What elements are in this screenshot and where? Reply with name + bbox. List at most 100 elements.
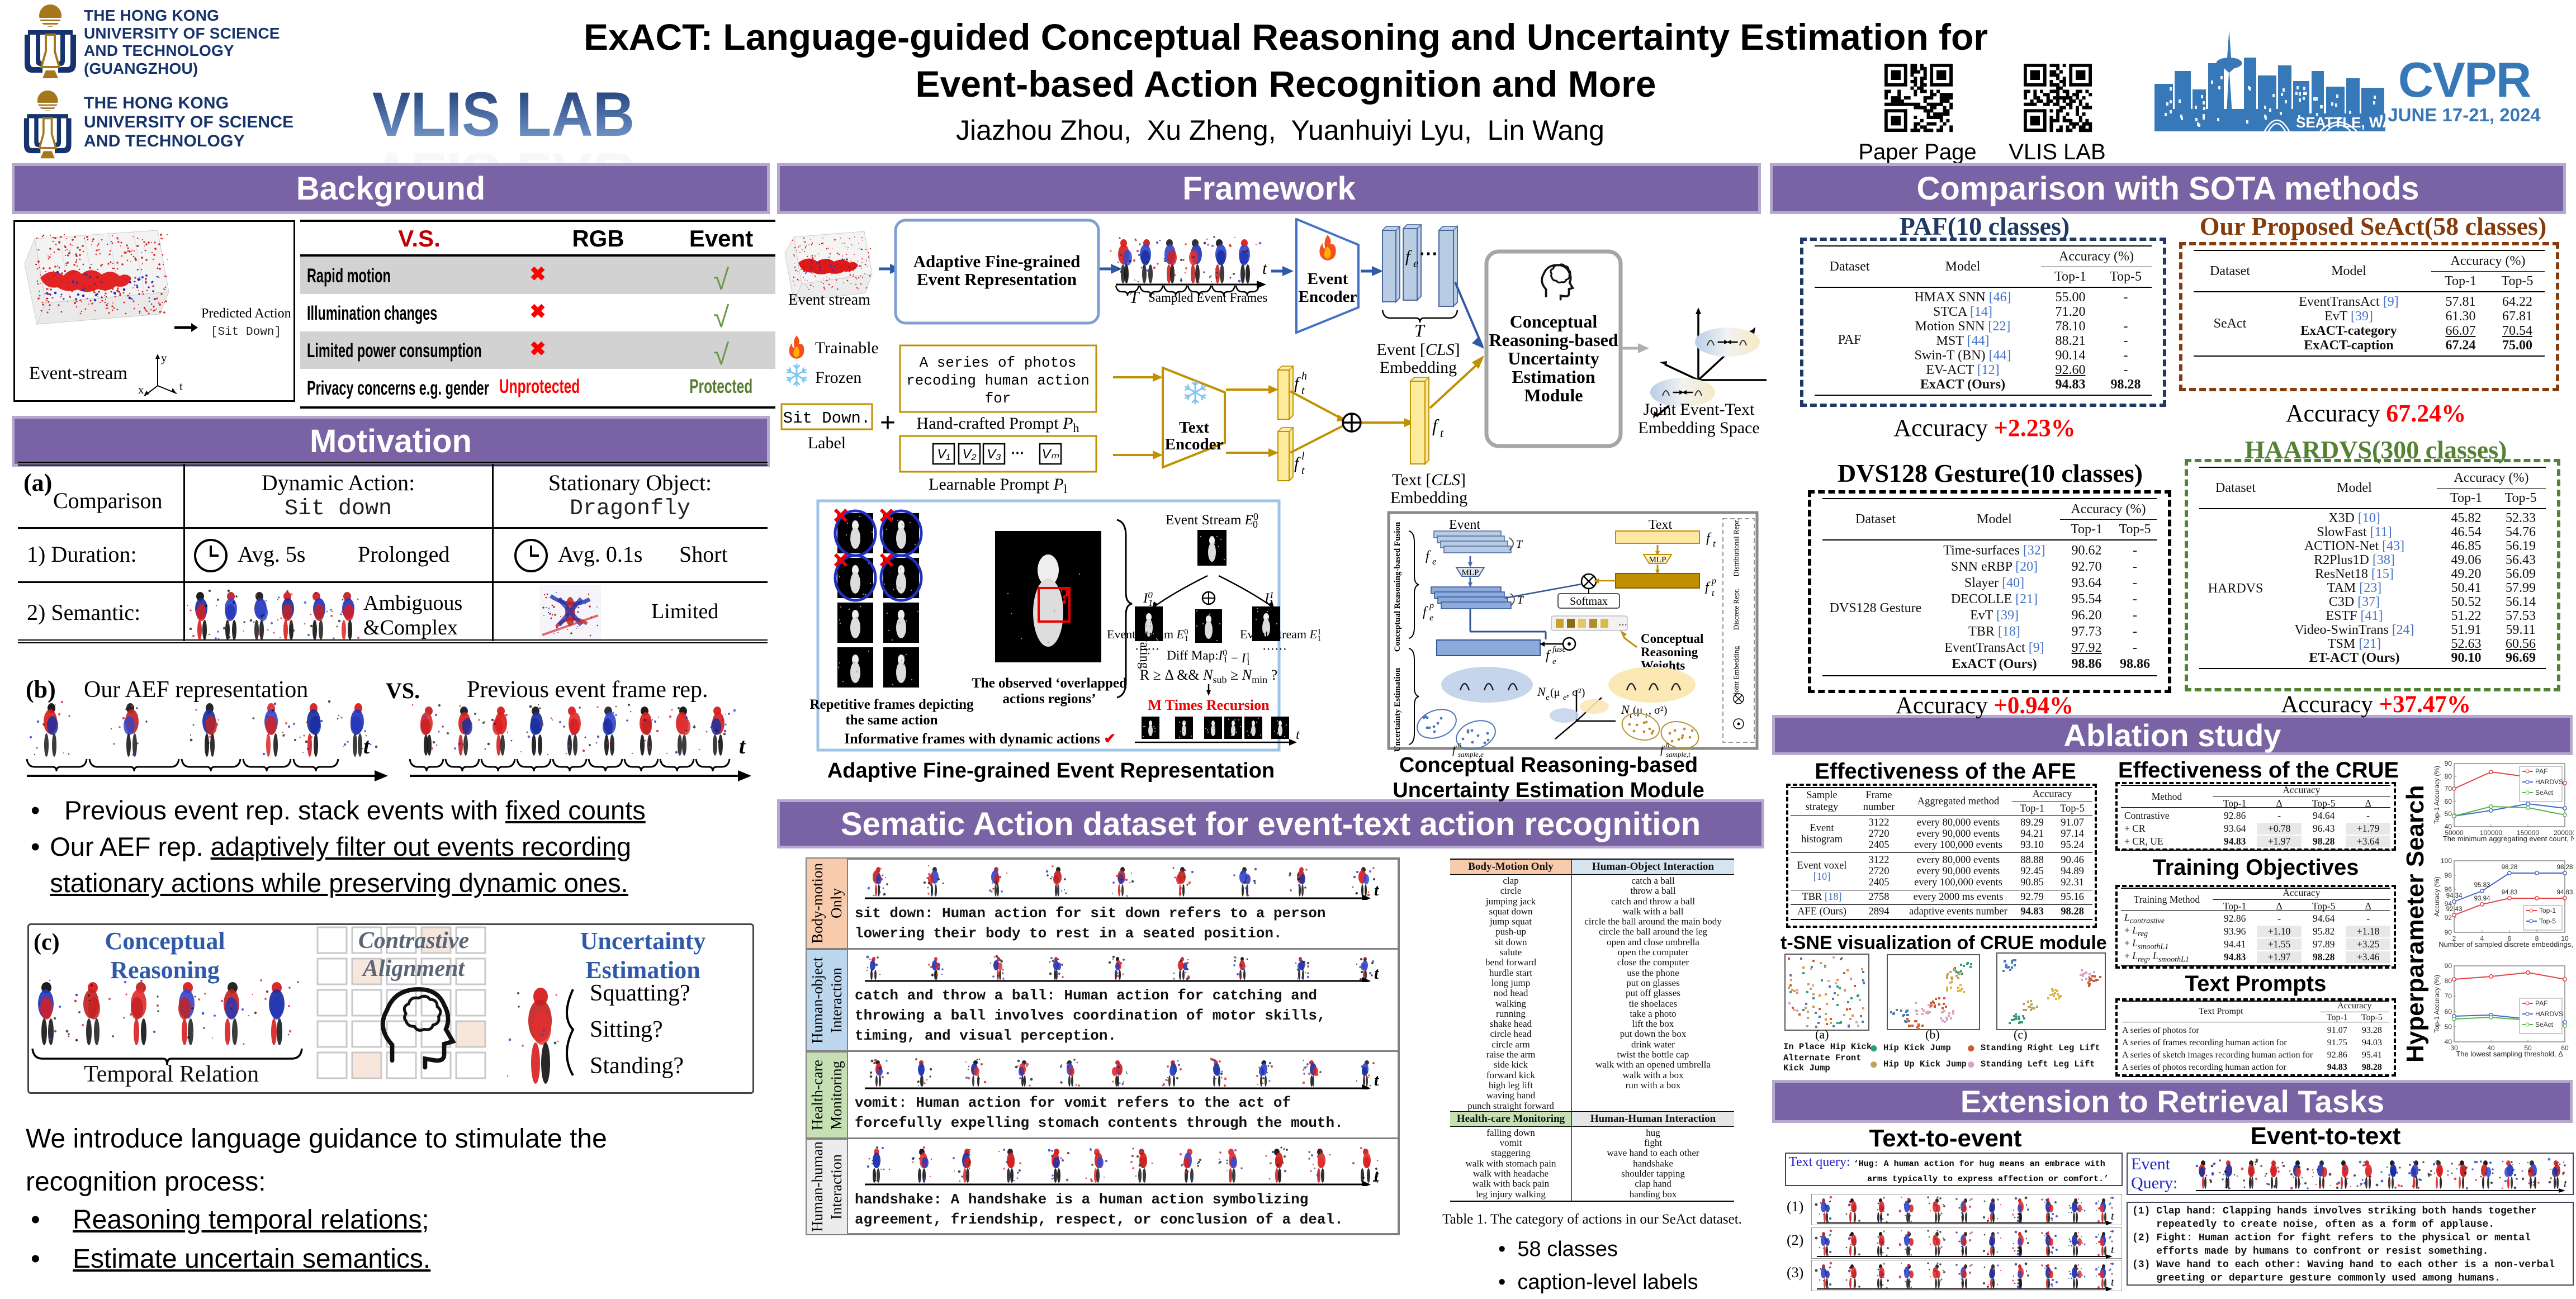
svg-text:92: 92 [2445, 914, 2452, 922]
svg-text:Module: Module [1524, 385, 1583, 405]
svg-text:HARDVS: HARDVS [2535, 1010, 2563, 1018]
svg-text:(μ: (μ [1633, 704, 1642, 717]
svg-text:94.34: 94.34 [2446, 893, 2463, 899]
svg-text:f: f [1294, 374, 1301, 392]
svg-text:n: n [1458, 740, 1462, 748]
svg-text:Uncertainty Estimation: Uncertainty Estimation [1393, 667, 1402, 752]
svg-text:Top-5: Top-5 [2539, 917, 2556, 925]
svg-text:T: T [1414, 320, 1426, 340]
svg-text:V₁: V₁ [937, 447, 950, 462]
svg-text:T: T [1517, 594, 1524, 606]
svg-text:Event stream: Event stream [788, 291, 870, 309]
svg-text:V₃: V₃ [987, 447, 1001, 462]
svg-text:⋯⋯: ⋯⋯ [1135, 642, 1159, 656]
svg-text:T: T [1516, 538, 1523, 551]
svg-text:50000: 50000 [2445, 829, 2464, 837]
svg-text:Event Representation: Event Representation [917, 269, 1077, 289]
svg-text:Event [CLS]: Event [CLS] [1376, 340, 1460, 359]
svg-text:t: t [1440, 426, 1444, 440]
svg-text:Conceptual: Conceptual [1641, 632, 1703, 646]
svg-text:92.43: 92.43 [2446, 906, 2463, 913]
svg-text:Uncertainty: Uncertainty [1508, 348, 1599, 368]
svg-text:e: e [1429, 613, 1433, 623]
svg-text:Adaptive Fine-grained: Adaptive Fine-grained [913, 252, 1081, 271]
svg-text:e: e [1413, 257, 1418, 270]
svg-text:t: t [2111, 1244, 2114, 1256]
svg-text:Top-1 Accuracy (%): Top-1 Accuracy (%) [2433, 766, 2441, 824]
svg-text:Hand-crafted Prompt Ph: Hand-crafted Prompt Ph [917, 414, 1079, 435]
svg-text:Label: Label [808, 434, 846, 452]
svg-text:90: 90 [2445, 928, 2452, 936]
svg-text:90: 90 [2445, 760, 2452, 767]
svg-text:the same action: the same action [845, 713, 937, 728]
svg-text:actions regions’: actions regions’ [1003, 691, 1096, 707]
svg-text:f: f [1423, 605, 1428, 619]
svg-text:SEATTLE, WA: SEATTLE, WA [2296, 114, 2393, 131]
svg-text:t: t [1645, 712, 1648, 720]
svg-text:f: f [1705, 580, 1711, 595]
svg-text:Top-1: Top-1 [2539, 907, 2556, 914]
svg-text:Informative frames with dynami: Informative frames with dynamic actions … [844, 731, 1116, 747]
svg-text:sample,e: sample,e [1458, 750, 1484, 758]
svg-text:Trainable: Trainable [815, 339, 879, 357]
svg-text:t: t [1296, 728, 1300, 742]
svg-text:Vₘ: Vₘ [1042, 447, 1059, 462]
svg-text:t: t [1262, 259, 1267, 278]
svg-text:SeAct: SeAct [2535, 1021, 2554, 1028]
svg-text:t: t [363, 733, 371, 758]
svg-text:Distributional Repr.: Distributional Repr. [1732, 519, 1740, 576]
svg-text:70: 70 [2445, 992, 2452, 1000]
svg-text:x: x [138, 383, 144, 396]
svg-text:94.83: 94.83 [2502, 889, 2518, 896]
svg-text:60: 60 [2445, 798, 2452, 805]
svg-text:V₂: V₂ [962, 447, 976, 462]
svg-text:50: 50 [2445, 1023, 2452, 1031]
svg-text:50: 50 [2524, 1044, 2532, 1052]
svg-text:Sit Down.: Sit Down. [783, 409, 871, 428]
svg-text:The lowest sampling threshold,: The lowest sampling threshold, Δ [2456, 1050, 2563, 1058]
svg-text:N: N [1621, 703, 1630, 717]
svg-text:70: 70 [2445, 785, 2452, 793]
svg-text:98.28: 98.28 [2502, 864, 2518, 871]
svg-text:e: e [1552, 657, 1556, 666]
svg-text:h: h [1301, 370, 1307, 382]
svg-text:50: 50 [2445, 810, 2452, 818]
svg-text:Embedding: Embedding [1380, 358, 1457, 377]
svg-text:MLP: MLP [1462, 568, 1479, 577]
svg-text:I11: I1 1 [1264, 590, 1273, 608]
svg-text:e: e [1546, 693, 1550, 702]
svg-text:40: 40 [2445, 823, 2452, 831]
svg-text:f: f [1546, 648, 1551, 663]
svg-text:98: 98 [2445, 871, 2452, 879]
svg-text:60: 60 [2445, 1008, 2452, 1016]
svg-text:T: T [1129, 287, 1140, 307]
svg-text:e: e [1563, 694, 1566, 702]
svg-text:Softmax: Softmax [1570, 595, 1608, 608]
svg-text:t: t [1630, 711, 1632, 720]
svg-text:100000: 100000 [2480, 829, 2502, 837]
svg-text:?: ? [1059, 584, 1071, 609]
svg-text:f: f [1294, 454, 1301, 472]
svg-text:p: p [1711, 576, 1716, 586]
svg-text:80: 80 [2445, 977, 2452, 985]
svg-text:Joint Event-Text: Joint Event-Text [1644, 400, 1755, 419]
svg-text:100: 100 [2441, 857, 2452, 865]
svg-text:40: 40 [2445, 1038, 2452, 1046]
svg-text:t: t [1374, 964, 1380, 982]
svg-text:30: 30 [2450, 1044, 2458, 1052]
svg-text:t: t [1712, 589, 1715, 598]
svg-text:Event: Event [1308, 270, 1348, 288]
svg-text:p: p [1429, 601, 1434, 610]
svg-text:t: t [1301, 385, 1305, 397]
svg-text:Event Stream E11: Event Stream E1 1 [1240, 627, 1322, 643]
svg-text:+: + [880, 408, 896, 438]
svg-text:95.83: 95.83 [2474, 882, 2490, 889]
svg-text:8: 8 [2535, 935, 2539, 942]
svg-text:⋯: ⋯ [1618, 620, 1627, 630]
svg-text:10: 10 [2561, 935, 2569, 942]
svg-text:4: 4 [2480, 935, 2484, 942]
svg-text:93.94: 93.94 [2474, 895, 2490, 902]
svg-text:Top-1 Accuracy (%): Top-1 Accuracy (%) [2433, 975, 2441, 1033]
svg-text:Encoder: Encoder [1165, 435, 1224, 453]
svg-text:Reasoning: Reasoning [1641, 645, 1698, 659]
